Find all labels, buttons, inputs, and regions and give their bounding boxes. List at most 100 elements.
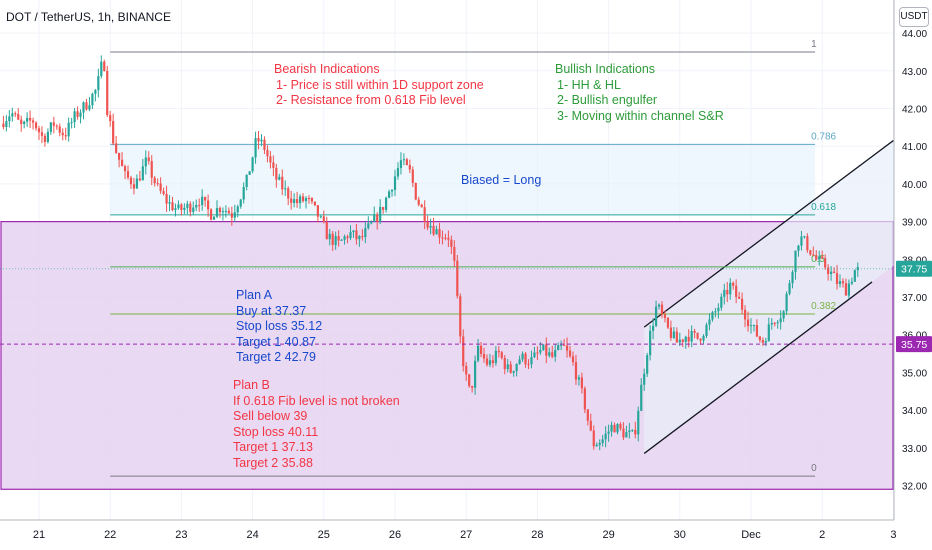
candle-body: [58, 126, 61, 133]
candle-body: [773, 322, 776, 324]
candle-body: [476, 345, 480, 361]
x-tick-label: 22: [104, 529, 116, 541]
candle-body: [284, 188, 287, 190]
candle-body: [743, 309, 747, 320]
candle-body: [376, 214, 379, 222]
candle-body: [91, 93, 94, 106]
candle-body: [791, 271, 794, 284]
plan-b-title: Plan B: [233, 378, 270, 392]
candle-body: [764, 341, 767, 343]
candle-body: [73, 111, 76, 123]
candle-body: [752, 325, 756, 327]
candle-body: [554, 350, 557, 357]
candle-body: [785, 293, 788, 312]
candle-body: [551, 352, 554, 357]
candle-body: [307, 198, 311, 200]
y-tick-label: 40.00: [902, 180, 927, 191]
y-tick-label: 39.00: [902, 218, 927, 229]
chart-title: DOT / TetherUS, 1h, BINANCE: [6, 10, 171, 24]
candle-body: [643, 373, 646, 385]
candle-body: [174, 208, 177, 211]
candle-body: [803, 236, 806, 238]
candle-body: [622, 428, 625, 438]
candle-body: [156, 183, 159, 185]
candle-body: [500, 352, 503, 358]
candle-body: [649, 330, 652, 356]
candle-body: [387, 191, 391, 198]
candle-body: [364, 228, 367, 238]
candle-body: [672, 331, 675, 339]
candle-body: [542, 344, 545, 350]
candle-body: [242, 186, 245, 200]
candle-body: [382, 207, 385, 210]
x-tick-label: 21: [33, 529, 45, 541]
candle-body: [100, 61, 103, 77]
candle-body: [723, 289, 726, 297]
candle-body: [26, 117, 29, 122]
candle-body: [494, 350, 497, 364]
candle-body: [568, 350, 572, 357]
candle-body: [52, 122, 55, 126]
candle-body: [652, 325, 655, 331]
candle-body: [61, 132, 64, 136]
candle-body: [619, 424, 622, 429]
candle-body: [586, 409, 589, 421]
candle-body: [847, 283, 850, 296]
candle-body: [521, 353, 524, 360]
plan-b-item-4: Target 1 37.13: [233, 440, 313, 454]
candle-body: [788, 283, 791, 294]
candle-body: [64, 135, 67, 137]
y-tick-label: 41.00: [902, 142, 927, 153]
candle-body: [746, 319, 750, 327]
candle-body: [269, 156, 272, 163]
candle-body: [251, 157, 254, 172]
candle-body: [631, 429, 634, 431]
candle-body: [800, 236, 803, 246]
candle-body: [129, 177, 133, 185]
y-tick-label: 37.00: [902, 293, 927, 304]
candle-body: [515, 363, 518, 372]
candle-body: [503, 357, 506, 370]
candle-body: [536, 352, 539, 354]
candle-body: [666, 317, 670, 328]
candle-body: [132, 184, 136, 189]
candle-body: [830, 271, 833, 274]
candle-body: [5, 121, 8, 128]
candle-body: [488, 360, 492, 365]
candle-body: [159, 183, 162, 192]
candle-body: [275, 167, 278, 180]
currency-button[interactable]: USDT: [899, 7, 929, 27]
y-tick-label: 32.00: [902, 482, 927, 493]
candle-body: [693, 331, 696, 333]
candle-body: [76, 111, 79, 117]
candle-body: [850, 281, 853, 284]
channel-fill: [644, 140, 894, 454]
y-tick-label: 44.00: [902, 29, 927, 40]
candle-body: [574, 362, 578, 380]
candle-body: [29, 117, 32, 121]
candle-body: [358, 236, 361, 240]
candle-body: [598, 442, 601, 445]
candle-body: [11, 113, 14, 117]
candle-body: [287, 188, 290, 199]
candle-body: [189, 203, 192, 212]
candle-body: [138, 178, 141, 181]
candle-body: [399, 160, 403, 169]
candle-body: [79, 112, 82, 117]
candle-body: [797, 245, 800, 251]
y-tick-label: 42.00: [902, 105, 927, 116]
candle-body: [385, 197, 388, 210]
candle-body: [690, 331, 693, 342]
candle-body: [812, 254, 815, 256]
candle-body: [684, 336, 687, 342]
candle-body: [135, 178, 138, 189]
candle-body: [248, 171, 251, 175]
x-tick-label: 28: [531, 529, 543, 541]
channel-upper-line: [643, 140, 894, 328]
candle-body: [749, 325, 753, 327]
fib-label: 0: [811, 463, 817, 474]
candle-body: [610, 424, 613, 432]
candle-body: [482, 353, 486, 359]
candle-body: [527, 364, 530, 366]
